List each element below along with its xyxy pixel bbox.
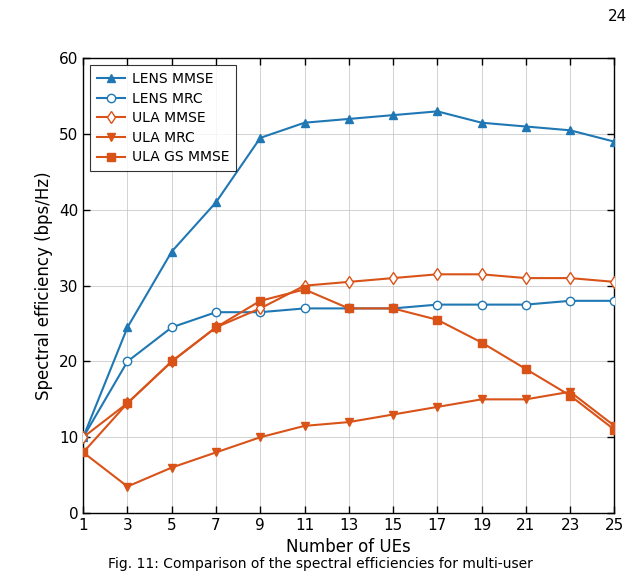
ULA MMSE — [433, 271, 441, 278]
LENS MMSE — [212, 199, 220, 206]
LENS MRC — [611, 297, 618, 304]
LENS MRC — [257, 309, 264, 316]
X-axis label: Number of UEs: Number of UEs — [287, 539, 411, 556]
LENS MMSE — [389, 112, 397, 119]
LENS MRC — [301, 305, 308, 312]
LENS MRC — [212, 309, 220, 316]
Legend: LENS MMSE, LENS MRC, ULA MMSE, ULA MRC, ULA GS MMSE: LENS MMSE, LENS MRC, ULA MMSE, ULA MRC, … — [90, 65, 236, 171]
LENS MMSE — [522, 123, 530, 130]
ULA GS MMSE — [168, 358, 175, 365]
ULA MMSE — [212, 324, 220, 331]
ULA MMSE — [168, 358, 175, 365]
LENS MMSE — [257, 135, 264, 142]
ULA MMSE — [257, 305, 264, 312]
ULA GS MMSE — [433, 316, 441, 323]
Y-axis label: Spectral efficiency (bps/Hz): Spectral efficiency (bps/Hz) — [35, 171, 53, 400]
LENS MRC — [168, 324, 175, 331]
ULA MRC — [301, 422, 308, 429]
LENS MMSE — [477, 120, 485, 127]
ULA MRC — [124, 483, 131, 490]
ULA GS MMSE — [257, 297, 264, 304]
ULA MRC — [79, 449, 87, 456]
ULA MRC — [212, 449, 220, 456]
Line: LENS MRC: LENS MRC — [79, 297, 619, 441]
LENS MRC — [522, 301, 530, 308]
ULA GS MMSE — [212, 324, 220, 331]
LENS MMSE — [301, 120, 308, 127]
ULA GS MMSE — [522, 366, 530, 373]
LENS MRC — [566, 297, 574, 304]
ULA MRC — [566, 388, 574, 395]
ULA GS MMSE — [79, 449, 87, 456]
ULA MRC — [611, 422, 618, 429]
ULA MMSE — [611, 278, 618, 285]
Text: Fig. 11: Comparison of the spectral efficiencies for multi-user: Fig. 11: Comparison of the spectral effi… — [108, 557, 532, 571]
ULA GS MMSE — [477, 339, 485, 346]
ULA GS MMSE — [301, 286, 308, 293]
Line: ULA MRC: ULA MRC — [79, 388, 619, 491]
ULA MRC — [522, 396, 530, 403]
ULA MMSE — [345, 278, 353, 285]
LENS MRC — [345, 305, 353, 312]
ULA MMSE — [389, 275, 397, 282]
ULA MRC — [168, 464, 175, 471]
LENS MMSE — [433, 108, 441, 115]
ULA MRC — [389, 411, 397, 418]
LENS MMSE — [124, 324, 131, 331]
ULA MRC — [345, 419, 353, 426]
Line: LENS MMSE: LENS MMSE — [79, 107, 619, 441]
LENS MRC — [389, 305, 397, 312]
ULA GS MMSE — [389, 305, 397, 312]
ULA MMSE — [566, 275, 574, 282]
LENS MMSE — [611, 138, 618, 145]
Line: ULA MMSE: ULA MMSE — [79, 270, 619, 441]
Line: ULA GS MMSE: ULA GS MMSE — [79, 285, 619, 456]
ULA GS MMSE — [345, 305, 353, 312]
LENS MRC — [477, 301, 485, 308]
LENS MMSE — [345, 115, 353, 122]
ULA MMSE — [477, 271, 485, 278]
LENS MRC — [124, 358, 131, 365]
LENS MMSE — [79, 434, 87, 441]
ULA MRC — [433, 403, 441, 410]
ULA GS MMSE — [566, 392, 574, 399]
ULA GS MMSE — [611, 426, 618, 433]
ULA MMSE — [79, 434, 87, 441]
ULA MMSE — [301, 282, 308, 289]
LENS MRC — [79, 434, 87, 441]
ULA MRC — [257, 434, 264, 441]
ULA GS MMSE — [124, 400, 131, 407]
ULA MRC — [477, 396, 485, 403]
LENS MMSE — [168, 248, 175, 255]
ULA MMSE — [522, 275, 530, 282]
LENS MRC — [433, 301, 441, 308]
LENS MMSE — [566, 127, 574, 134]
Text: 24: 24 — [608, 9, 627, 24]
ULA MMSE — [124, 400, 131, 407]
